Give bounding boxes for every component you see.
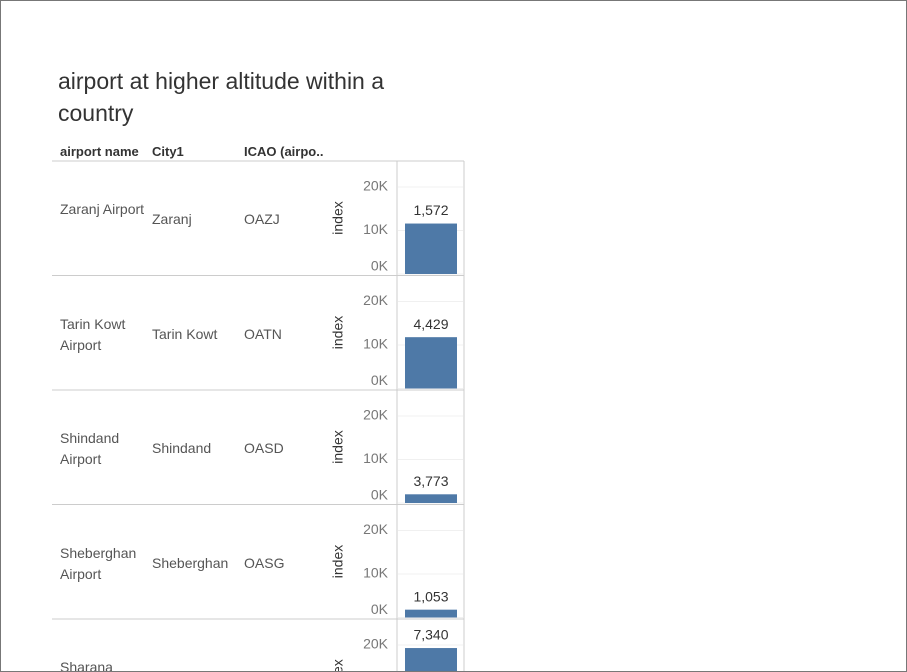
bar-label: 7,340 — [413, 627, 448, 643]
column-header[interactable]: airport name — [60, 144, 139, 159]
city: Sheberghan — [152, 554, 229, 571]
y-tick-label: 20K — [363, 407, 389, 423]
icao: OATN — [244, 325, 282, 342]
airport-name: Tarin Kowt Airport — [60, 315, 126, 353]
icao: OAZJ — [244, 211, 280, 227]
bar-label: 1,572 — [413, 202, 448, 218]
y-tick-label: 20K — [363, 521, 389, 537]
city: Shindand — [152, 440, 212, 456]
y-tick-label: 0K — [371, 601, 389, 617]
bar-label: 1,053 — [413, 588, 448, 604]
y-tick-label: 10K — [363, 221, 389, 237]
bar — [405, 337, 457, 389]
bar — [405, 494, 457, 503]
axis-label: index — [330, 659, 346, 671]
y-tick-label: 0K — [371, 372, 389, 388]
title: airport at higher altitude within a coun… — [58, 68, 385, 126]
axis-label: index — [330, 201, 346, 234]
bar — [405, 223, 457, 274]
city: Zaranj — [152, 211, 192, 227]
bar-label: 3,773 — [413, 473, 448, 489]
y-tick-label: 0K — [371, 487, 389, 503]
bar — [405, 648, 457, 671]
y-tick-label: 0K — [371, 258, 389, 274]
airport-name: Sharana Airport — [60, 659, 113, 672]
bar — [405, 609, 457, 618]
icao: OASG — [244, 554, 285, 571]
airport-name: Sheberghan Airport — [60, 544, 137, 582]
airport-name: Zaranj Airport — [60, 201, 145, 217]
city: Tarin Kowt — [152, 325, 218, 342]
y-tick-label: 20K — [363, 178, 389, 194]
y-tick-label: 20K — [363, 292, 389, 308]
column-header[interactable]: ICAO (airpo.. — [244, 144, 324, 159]
icao: OASD — [244, 440, 284, 456]
bar-label: 4,429 — [413, 316, 448, 332]
column-header[interactable]: City1 — [152, 144, 184, 159]
y-tick-label: 20K — [363, 636, 389, 652]
axis-label: index — [330, 430, 346, 463]
axis-label: index — [330, 545, 346, 578]
airport-name: Shindand Airport — [60, 430, 120, 467]
y-tick-label: 10K — [363, 336, 389, 352]
y-tick-label: 10K — [363, 450, 389, 466]
axis-label: index — [330, 316, 346, 349]
y-tick-label: 10K — [363, 565, 389, 581]
